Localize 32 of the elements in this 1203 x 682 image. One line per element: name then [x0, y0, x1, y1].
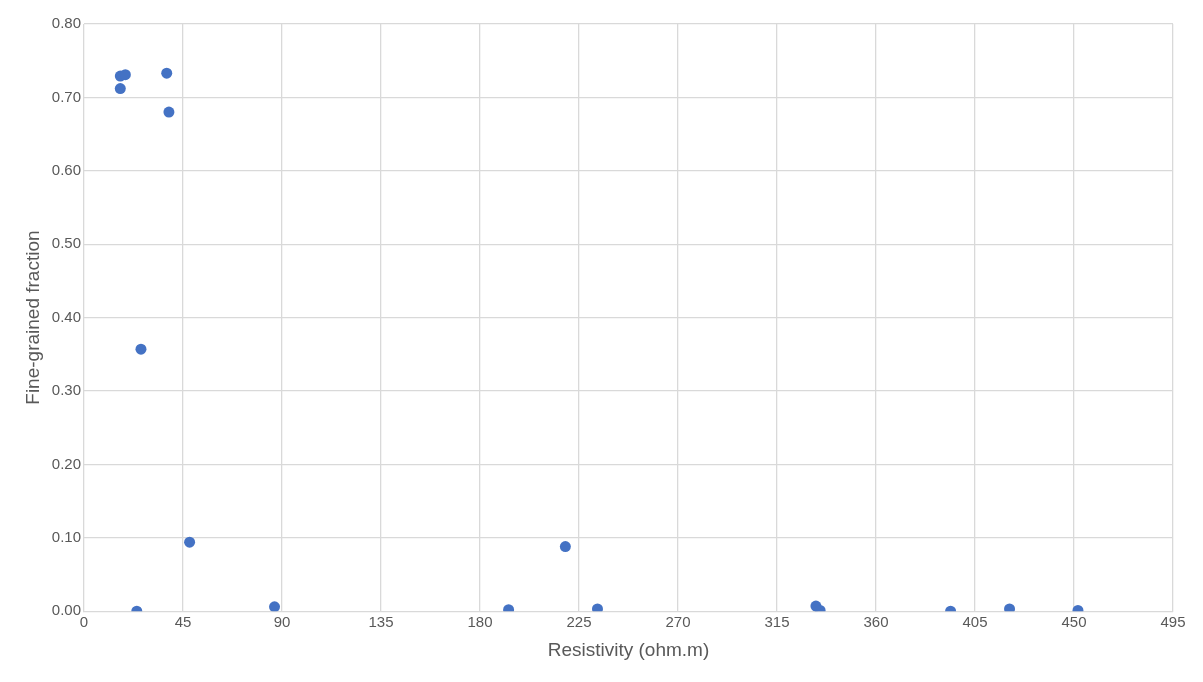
point: [269, 601, 281, 612]
x-tick-label: 270: [665, 613, 691, 631]
point: [135, 343, 147, 355]
y-tick-label: 0.40: [51, 307, 81, 325]
x-tick-label: 315: [764, 613, 790, 631]
x-tick-label: 225: [566, 613, 592, 631]
y-axis-title: Fine-grained fraction: [21, 230, 43, 405]
x-axis-title: Resistivity (ohm.m): [547, 638, 710, 660]
y-tick-label: 0.30: [51, 381, 81, 399]
x-tick-label: 0: [79, 613, 89, 631]
point: [114, 83, 126, 95]
x-tick-label: 90: [273, 613, 291, 631]
point: [559, 541, 571, 553]
point: [161, 67, 173, 79]
x-tick-label: 450: [1061, 613, 1087, 631]
y-tick-label: 0.60: [51, 160, 81, 178]
x-tick-label: 45: [174, 613, 192, 631]
point: [1004, 603, 1016, 612]
y-tick-label: 0.50: [51, 234, 81, 252]
x-tick-label: 495: [1160, 613, 1186, 631]
x-tick-label: 360: [863, 613, 889, 631]
point: [184, 536, 196, 548]
x-tick-label: 135: [368, 613, 394, 631]
y-tick-label: 0.80: [51, 14, 81, 32]
y-tick-label: 0.70: [51, 87, 81, 105]
point: [163, 106, 175, 118]
y-tick-label: 0.00: [51, 601, 81, 619]
point: [591, 603, 603, 612]
x-tick-label: 180: [467, 613, 493, 631]
x-tick-label: 405: [962, 613, 988, 631]
y-tick-label: 0.10: [51, 527, 81, 545]
y-tick-label: 0.20: [51, 454, 81, 472]
